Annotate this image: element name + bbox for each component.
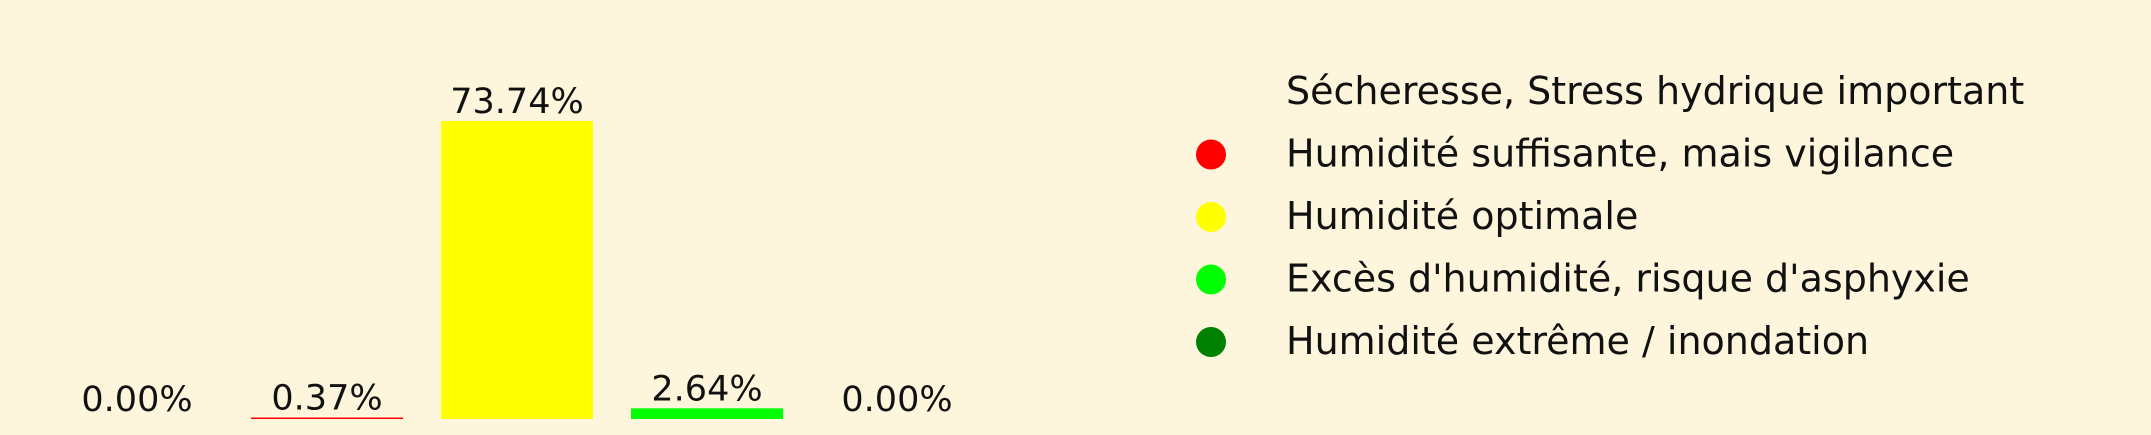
legend-marker-1 bbox=[1196, 139, 1226, 170]
legend-label-3: Excès d'humidité, risque d'asphyxie bbox=[1286, 257, 1970, 301]
bar-1 bbox=[251, 417, 403, 419]
legend-label-2: Humidité optimale bbox=[1286, 194, 1638, 238]
value-labels-group: 0.00% 0.37% 73.74% 2.64% 0.00% bbox=[81, 82, 952, 420]
legend-marker-3 bbox=[1196, 264, 1226, 295]
value-label-1: 0.37% bbox=[271, 379, 382, 419]
legend-marker-0 bbox=[1196, 77, 1226, 107]
value-label-3: 2.64% bbox=[651, 369, 762, 409]
legend-marker-2 bbox=[1196, 202, 1226, 232]
legend-label-0: Sécheresse, Stress hydrique important bbox=[1286, 69, 2024, 113]
legend-label-1: Humidité suffisante, mais vigilance bbox=[1286, 132, 1954, 176]
legend-label-4: Humidité extrême / inondation bbox=[1286, 319, 1869, 363]
value-label-4: 0.00% bbox=[841, 380, 952, 420]
legend-marker-4 bbox=[1196, 327, 1226, 357]
value-label-2: 73.74% bbox=[450, 82, 583, 122]
bar-2 bbox=[441, 121, 593, 419]
legend: Sécheresse, Stress hydrique important Hum… bbox=[1196, 69, 2024, 363]
bar-3 bbox=[631, 408, 783, 419]
value-label-0: 0.00% bbox=[81, 380, 192, 420]
bars-group bbox=[251, 121, 783, 419]
